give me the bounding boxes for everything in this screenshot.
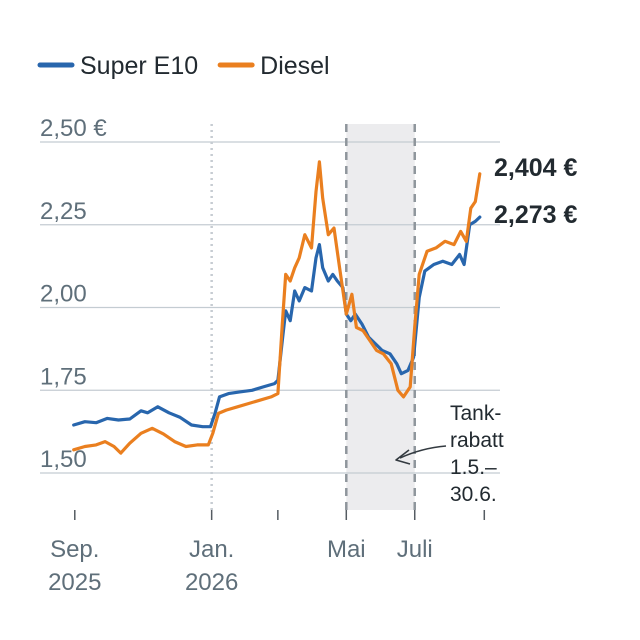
x-tick-year-0: 2025 bbox=[48, 569, 101, 596]
y-tick-label-2: 2,00 bbox=[40, 281, 87, 308]
annotation-line-3: 30.6. bbox=[450, 483, 497, 506]
end-labels-layer: 2,273 € 2,404 € bbox=[494, 154, 578, 229]
y-tick-label-3: 1,75 bbox=[40, 363, 87, 390]
x-tick-label-3: Mai bbox=[327, 536, 366, 563]
annotation-layer: Tank-rabatt 1.5.– 30.6. bbox=[395, 402, 504, 506]
annotation-arrowhead bbox=[395, 449, 411, 465]
grid-layer: 2,50 € 2,25 2,00 1,75 1,50 bbox=[40, 115, 500, 474]
x-tick-label-1: Jan. bbox=[189, 536, 234, 563]
series-line-0 bbox=[72, 215, 482, 429]
annotation-arrow bbox=[399, 445, 447, 459]
legend: Super E10 Diesel bbox=[37, 52, 330, 80]
series-layer bbox=[72, 160, 482, 455]
annotation-line-0: Tank- bbox=[450, 402, 501, 425]
annotation-line-1: rabatt bbox=[450, 429, 504, 452]
annotation-line-2: 1.5.– bbox=[450, 456, 497, 479]
y-tick-label-0: 2,50 € bbox=[40, 115, 107, 142]
marker-lines-layer bbox=[210, 124, 416, 510]
x-tick-year-1: 2026 bbox=[185, 569, 238, 596]
series-line-1 bbox=[72, 160, 482, 455]
legend-label-0: Super E10 bbox=[80, 52, 198, 80]
x-tick-label-4: Juli bbox=[397, 536, 433, 563]
y-tick-label-1: 2,25 bbox=[40, 198, 87, 225]
legend-label-1: Diesel bbox=[260, 52, 329, 80]
end-value-label-0: 2,273 € bbox=[494, 201, 578, 229]
y-tick-label-4: 1,50 bbox=[40, 446, 87, 473]
end-value-label-1: 2,404 € bbox=[494, 154, 578, 182]
x-axis: Sep. 2025 Jan. 2026 Mai Juli bbox=[48, 510, 486, 596]
x-tick-label-0: Sep. bbox=[50, 536, 99, 563]
